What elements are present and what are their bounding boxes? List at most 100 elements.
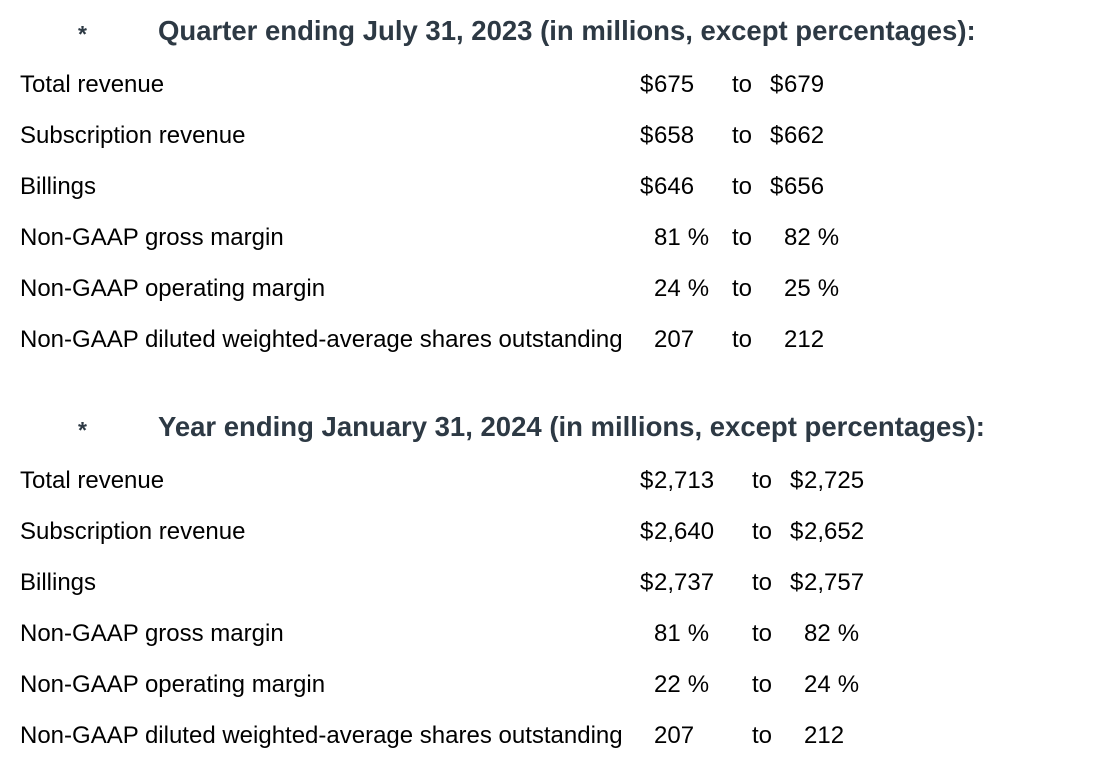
low-value: $2,737 [640, 557, 752, 608]
currency-prefix: $ [640, 466, 654, 494]
value-number: 22 [654, 670, 681, 698]
table-row: Total revenue $2,713 to $2,725 [20, 455, 1074, 506]
value-number: 81 [654, 223, 681, 251]
range-word: to [752, 670, 773, 698]
value-number: 675 [654, 70, 695, 98]
value-number: 2,652 [804, 517, 865, 545]
percent-suffix: % [837, 619, 860, 647]
high-value: 212 [770, 314, 880, 365]
percent-suffix: % [687, 670, 710, 698]
range-word: to [752, 568, 773, 596]
spacer-cell [920, 710, 1074, 761]
range-word: to [732, 172, 753, 200]
range-word: to [732, 274, 753, 302]
spacer-cell [920, 557, 1074, 608]
range-word: to [752, 619, 773, 647]
low-value: $2,640 [640, 506, 752, 557]
row-label: Non-GAAP diluted weighted-average shares… [20, 325, 623, 353]
value-number: 2,757 [804, 568, 865, 596]
spacer-cell [880, 110, 1074, 161]
range-word: to [732, 325, 753, 353]
row-label: Non-GAAP gross margin [20, 223, 284, 251]
percent-suffix: % [687, 619, 710, 647]
high-value: 212 [790, 710, 920, 761]
guidance-table: Total revenue $675 to $679 Subscription … [20, 59, 1074, 365]
table-row: Non-GAAP operating margin 24% to 25% [20, 263, 1074, 314]
percent-suffix: % [687, 274, 710, 302]
low-value: $646 [640, 161, 732, 212]
section-heading: * Year ending January 31, 2024 (in milli… [20, 410, 1074, 444]
spacer-cell [920, 455, 1074, 506]
value-number: 24 [804, 670, 831, 698]
spacer-cell [880, 212, 1074, 263]
table-row: Subscription revenue $2,640 to $2,652 [20, 506, 1074, 557]
row-label: Subscription revenue [20, 121, 246, 149]
value-number: 2,640 [654, 517, 715, 545]
high-value: $656 [770, 161, 880, 212]
percent-suffix: % [817, 223, 840, 251]
low-value: $675 [640, 59, 732, 110]
currency-prefix: $ [640, 121, 654, 149]
low-value: 81% [640, 212, 732, 263]
currency-prefix: $ [790, 517, 804, 545]
range-word: to [752, 721, 773, 749]
value-number: 212 [804, 721, 845, 749]
range-word: to [732, 223, 753, 251]
section-title: Quarter ending July 31, 2023 (in million… [158, 15, 976, 46]
section-heading: * Quarter ending July 31, 2023 (in milli… [20, 14, 1074, 48]
percent-suffix: % [817, 274, 840, 302]
value-number: 662 [784, 121, 825, 149]
table-row: Subscription revenue $658 to $662 [20, 110, 1074, 161]
bullet-asterisk: * [78, 417, 87, 443]
table-row: Non-GAAP gross margin 81% to 82% [20, 608, 1074, 659]
percent-suffix: % [837, 670, 860, 698]
currency-prefix: $ [640, 517, 654, 545]
range-word: to [732, 121, 753, 149]
value-number: 81 [654, 619, 681, 647]
currency-prefix: $ [790, 466, 804, 494]
range-word: to [752, 517, 773, 545]
value-number: 82 [804, 619, 831, 647]
row-label: Non-GAAP diluted weighted-average shares… [20, 721, 623, 749]
currency-prefix: $ [770, 172, 784, 200]
row-label: Subscription revenue [20, 517, 246, 545]
currency-prefix: $ [790, 568, 804, 596]
high-value: $679 [770, 59, 880, 110]
row-label: Total revenue [20, 70, 165, 98]
low-value: $2,713 [640, 455, 752, 506]
currency-prefix: $ [770, 121, 784, 149]
range-word: to [752, 466, 773, 494]
high-value: $2,652 [790, 506, 920, 557]
table-row: Non-GAAP diluted weighted-average shares… [20, 314, 1074, 365]
low-value: 207 [640, 710, 752, 761]
currency-prefix: $ [640, 172, 654, 200]
table-row: Total revenue $675 to $679 [20, 59, 1074, 110]
table-row: Billings $646 to $656 [20, 161, 1074, 212]
value-number: 2,713 [654, 466, 715, 494]
range-word: to [732, 70, 753, 98]
row-label: Non-GAAP operating margin [20, 274, 326, 302]
low-value: $658 [640, 110, 732, 161]
low-value: 207 [640, 314, 732, 365]
value-number: 212 [784, 325, 825, 353]
value-number: 656 [784, 172, 825, 200]
high-value: 82% [770, 212, 880, 263]
table-row: Billings $2,737 to $2,757 [20, 557, 1074, 608]
table-row: Non-GAAP gross margin 81% to 82% [20, 212, 1074, 263]
spacer-cell [920, 659, 1074, 710]
value-number: 646 [654, 172, 695, 200]
low-value: 22% [640, 659, 752, 710]
table-row: Non-GAAP diluted weighted-average shares… [20, 710, 1074, 761]
spacer-cell [920, 506, 1074, 557]
spacer-cell [880, 263, 1074, 314]
high-value: $2,757 [790, 557, 920, 608]
high-value: 24% [790, 659, 920, 710]
low-value: 24% [640, 263, 732, 314]
high-value: $662 [770, 110, 880, 161]
high-value: 82% [790, 608, 920, 659]
percent-suffix: % [687, 223, 710, 251]
high-value: $2,725 [790, 455, 920, 506]
currency-prefix: $ [770, 70, 784, 98]
row-label: Billings [20, 172, 97, 200]
section-title: Year ending January 31, 2024 (in million… [158, 411, 985, 442]
